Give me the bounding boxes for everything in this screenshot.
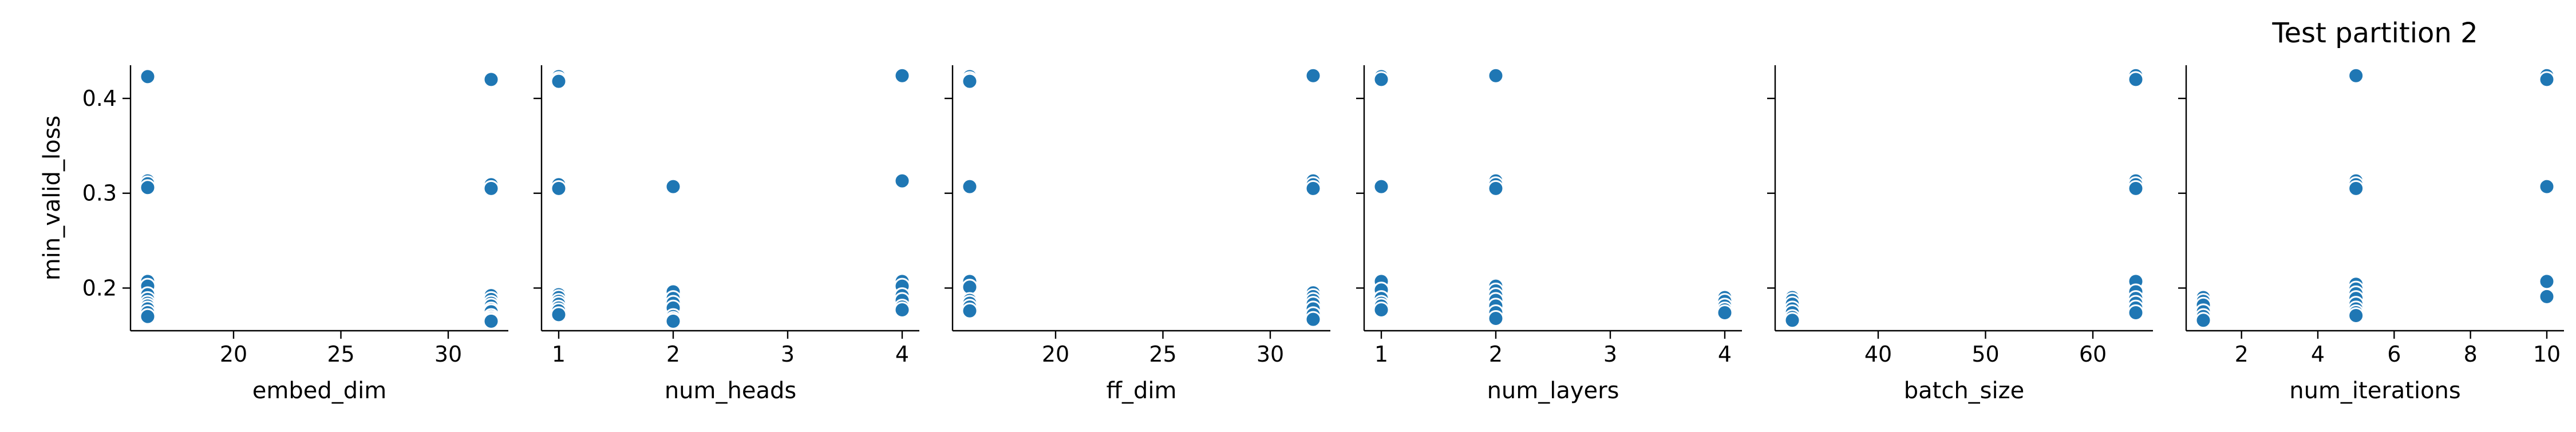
x-tick-label: 20 <box>1042 342 1069 367</box>
x-tick-label: 4 <box>1718 342 1732 367</box>
data-point <box>1373 302 1390 319</box>
x-axis-label: batch_size <box>1904 378 2025 404</box>
data-point <box>1373 71 1390 88</box>
x-tick-label: 2 <box>2235 342 2249 367</box>
data-point <box>894 67 911 84</box>
x-tick-label: 6 <box>2387 342 2401 367</box>
x-tick-label: 1 <box>552 342 566 367</box>
data-point <box>665 178 682 195</box>
x-tick-label: 3 <box>1603 342 1617 367</box>
data-point <box>665 312 682 330</box>
x-axis-label: num_layers <box>1487 378 1619 404</box>
data-point <box>1716 304 1733 322</box>
data-point <box>2348 180 2365 197</box>
x-tick-label: 3 <box>781 342 795 367</box>
data-point <box>483 180 500 197</box>
x-axis-label: embed_dim <box>252 378 386 404</box>
x-axis-label: num_heads <box>665 378 796 404</box>
x-tick-label: 30 <box>1257 342 1284 367</box>
panel-num_layers: 1 2 3 4 num_layers <box>1356 65 1742 404</box>
data-point <box>550 73 567 90</box>
data-point <box>2538 178 2555 195</box>
y-tick-label: 0.4 <box>82 86 117 111</box>
x-tick-label: 2 <box>666 342 680 367</box>
chart-title: Test partition 2 <box>2271 17 2478 49</box>
data-point <box>2195 312 2212 329</box>
data-point <box>483 71 500 88</box>
x-tick-label: 25 <box>1149 342 1176 367</box>
x-tick-label: 4 <box>895 342 909 367</box>
data-point <box>1305 180 1322 197</box>
data-point <box>139 68 156 85</box>
data-point <box>2348 67 2365 84</box>
x-tick-label: 50 <box>1971 342 1999 367</box>
data-point <box>1305 311 1322 328</box>
data-point <box>894 302 911 319</box>
x-tick-label: 25 <box>327 342 354 367</box>
panel-embed_dim: 0.2 0.3 0.4 20 25 30 embed_dim <box>82 65 508 404</box>
x-tick-label: 2 <box>1489 342 1503 367</box>
data-point <box>2538 288 2555 305</box>
x-tick-label: 1 <box>1374 342 1388 367</box>
y-tick-label: 0.2 <box>82 275 117 300</box>
data-point <box>1487 310 1504 327</box>
panel-ff_dim: 20 25 30 ff_dim <box>945 65 1330 404</box>
data-point <box>139 179 156 196</box>
data-point <box>894 172 911 189</box>
panel-num_iterations: 2 4 6 8 10 num_iterations Test partition 2 <box>2178 17 2564 404</box>
x-tick-label: 40 <box>1864 342 1892 367</box>
data-point <box>1305 67 1322 84</box>
x-tick-label: 20 <box>220 342 247 367</box>
data-point <box>2538 71 2555 88</box>
data-point <box>2348 307 2365 324</box>
data-point <box>139 308 156 325</box>
data-point <box>1373 178 1390 195</box>
data-point <box>2127 180 2144 197</box>
data-point <box>2127 71 2144 88</box>
x-tick-label: 8 <box>2464 342 2478 367</box>
panel-num_heads: 1 2 3 4 num_heads <box>534 65 919 404</box>
data-point <box>550 180 567 197</box>
data-point <box>1487 67 1504 84</box>
data-point <box>2538 273 2555 290</box>
data-point <box>961 73 978 90</box>
data-point <box>961 302 978 319</box>
data-point <box>2127 304 2144 322</box>
x-axis-label: ff_dim <box>1106 378 1176 404</box>
x-tick-label: 30 <box>434 342 462 367</box>
data-point <box>550 306 567 323</box>
data-point <box>1784 312 1801 329</box>
x-tick-label: 4 <box>2311 342 2325 367</box>
data-point <box>483 312 500 330</box>
x-tick-label: 60 <box>2079 342 2107 367</box>
y-tick-label: 0.3 <box>82 181 117 206</box>
x-axis-label: num_iterations <box>2289 378 2461 404</box>
x-tick-label: 10 <box>2533 342 2561 367</box>
panel-batch_size: 40 50 60 batch_size <box>1767 65 2153 404</box>
data-point <box>1487 180 1504 197</box>
data-point <box>961 178 978 195</box>
y-axis-label: min_valid_loss <box>39 116 65 281</box>
